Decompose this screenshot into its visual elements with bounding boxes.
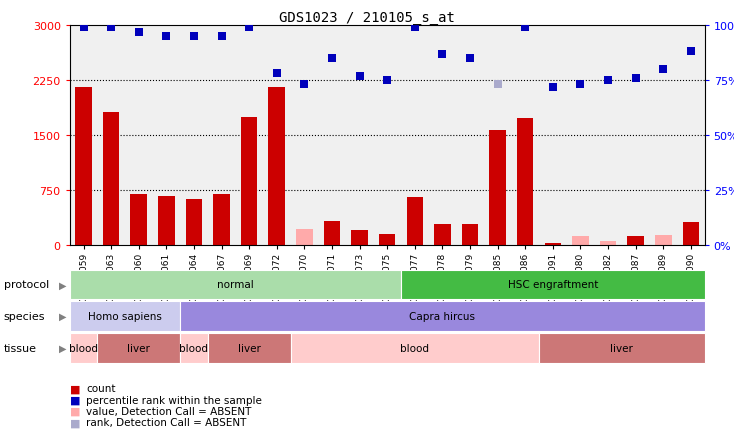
Point xyxy=(216,33,228,40)
Point xyxy=(520,25,531,32)
Point xyxy=(685,49,697,56)
Bar xyxy=(434,225,451,245)
Text: value, Detection Call = ABSENT: value, Detection Call = ABSENT xyxy=(86,406,251,416)
Bar xyxy=(572,237,589,245)
Bar xyxy=(517,119,534,245)
Point xyxy=(161,33,172,40)
Bar xyxy=(600,242,617,245)
Bar xyxy=(462,225,479,245)
Bar xyxy=(296,229,313,245)
Bar xyxy=(655,236,672,245)
Text: ■: ■ xyxy=(70,406,80,416)
Text: liver: liver xyxy=(127,343,150,353)
Text: ▶: ▶ xyxy=(59,343,66,353)
Text: tissue: tissue xyxy=(4,343,37,353)
Text: liver: liver xyxy=(238,343,261,353)
Text: HSC engraftment: HSC engraftment xyxy=(508,280,598,289)
Point xyxy=(464,56,476,62)
Text: blood: blood xyxy=(69,343,98,353)
Text: ▶: ▶ xyxy=(59,312,66,321)
Text: ■: ■ xyxy=(70,395,80,404)
Bar xyxy=(490,131,506,245)
Point xyxy=(243,25,255,32)
Bar xyxy=(407,198,423,245)
Text: protocol: protocol xyxy=(4,280,49,289)
Bar xyxy=(269,88,285,245)
Point xyxy=(299,82,310,89)
Point xyxy=(492,82,504,89)
Text: ▶: ▶ xyxy=(59,280,66,289)
Point xyxy=(133,29,145,36)
Text: normal: normal xyxy=(217,280,254,289)
Bar xyxy=(76,88,92,245)
Point xyxy=(188,33,200,40)
Text: blood: blood xyxy=(400,343,429,353)
Bar xyxy=(214,194,230,245)
Bar xyxy=(103,112,120,245)
Point xyxy=(658,66,669,73)
Bar xyxy=(628,237,644,245)
Text: Homo sapiens: Homo sapiens xyxy=(88,312,162,321)
Point xyxy=(271,71,283,78)
Bar xyxy=(186,199,203,245)
Text: ■: ■ xyxy=(70,384,80,393)
Bar xyxy=(379,234,396,245)
Text: species: species xyxy=(4,312,46,321)
Point xyxy=(602,77,614,84)
Text: percentile rank within the sample: percentile rank within the sample xyxy=(86,395,262,404)
Point xyxy=(354,73,366,80)
Text: ■: ■ xyxy=(70,418,80,427)
Point xyxy=(575,82,586,89)
Bar xyxy=(683,223,699,245)
Bar xyxy=(131,194,147,245)
Bar xyxy=(158,197,175,245)
Point xyxy=(78,25,90,32)
Text: GDS1023 / 210105_s_at: GDS1023 / 210105_s_at xyxy=(279,11,455,25)
Bar xyxy=(241,117,258,245)
Point xyxy=(437,51,448,58)
Point xyxy=(381,77,393,84)
Text: Capra hircus: Capra hircus xyxy=(410,312,476,321)
Point xyxy=(326,56,338,62)
Point xyxy=(105,25,117,32)
Text: count: count xyxy=(86,384,115,393)
Point xyxy=(547,84,559,91)
Point xyxy=(409,25,421,32)
Text: liver: liver xyxy=(611,343,633,353)
Point xyxy=(630,75,642,82)
Bar xyxy=(324,222,341,245)
Bar xyxy=(545,244,561,245)
Bar xyxy=(352,230,368,245)
Text: rank, Detection Call = ABSENT: rank, Detection Call = ABSENT xyxy=(86,418,246,427)
Text: blood: blood xyxy=(179,343,208,353)
